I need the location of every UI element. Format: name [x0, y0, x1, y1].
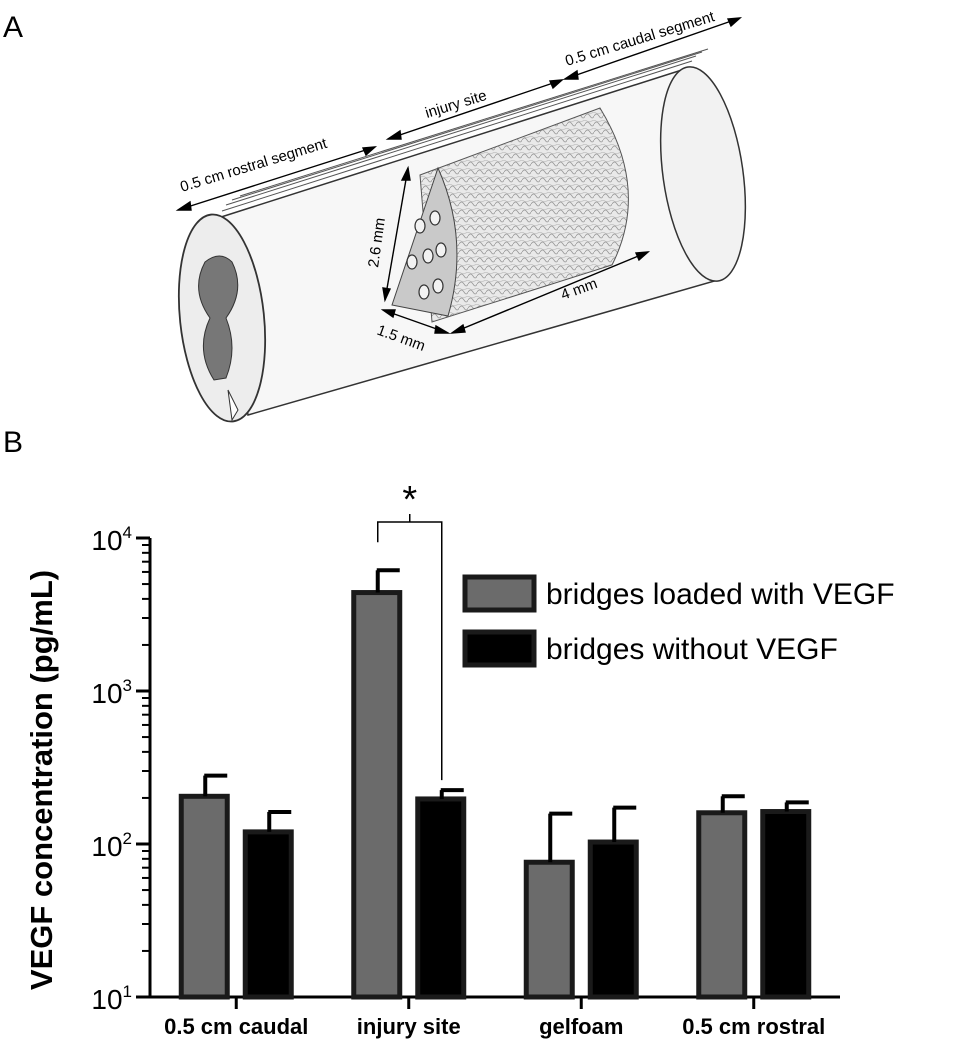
x-tick-label: 0.5 cm caudal [164, 1014, 308, 1039]
label-height: 2.6 mm [365, 217, 389, 269]
bridge-face [391, 166, 458, 317]
bar-without [242, 829, 294, 1000]
bar-loaded [523, 859, 575, 1000]
spinal-cord-diagram [177, 48, 747, 423]
dimension-arrows [175, 17, 743, 334]
label-caudal-segment: 0.5 cm caudal segment [563, 8, 717, 70]
y-tick-label: 104 [91, 523, 132, 556]
legend-label-loaded: bridges loaded with VEGF [546, 578, 895, 611]
legend-label-without: bridges without VEGF [546, 633, 838, 666]
panel-a-letter: A [3, 11, 23, 44]
legend-swatch-loaded [462, 574, 537, 613]
y-tick-label: 102 [91, 829, 132, 862]
y-axis-title: VEGF concentration (pg/mL) [24, 570, 59, 990]
caudal-end-cap [659, 66, 747, 282]
bar-loaded [178, 793, 230, 1000]
x-tick-label: gelfoam [539, 1014, 623, 1039]
legend-swatch-without [462, 629, 537, 668]
x-tick-label: injury site [357, 1014, 461, 1039]
significance-star: * [402, 479, 417, 521]
bar-without [415, 796, 467, 1000]
bar-without [760, 809, 812, 1000]
y-axis-ticks: 101 102 103 104 [91, 523, 150, 1015]
bar-without [587, 839, 639, 1000]
panel-b-letter: B [3, 426, 23, 459]
x-tick-label: 0.5 cm rostral [682, 1014, 825, 1039]
bridge-scaffold [419, 107, 629, 323]
y-tick-label: 103 [91, 676, 132, 709]
x-axis-ticks: 0.5 cm caudal injury site gelfoam 0.5 cm ro… [164, 997, 825, 1039]
bars [178, 568, 812, 1000]
legend: bridges loaded with VEGF bridges without… [462, 574, 895, 668]
y-tick-label: 101 [91, 982, 132, 1015]
bar-chart: 101 102 103 104 0.5 cm caudal injury site gel… [91, 479, 840, 1039]
panel-b: B VEGF concentration (pg/mL) 10110210310… [3, 426, 895, 1039]
bridge-channels [406, 210, 447, 300]
gray-matter [198, 255, 239, 381]
label-rostral-segment: 0.5 cm rostral segment [178, 135, 330, 196]
significance-bracket: * [377, 479, 443, 781]
bar-loaded [351, 590, 403, 1000]
bar-loaded [696, 810, 748, 1000]
panel-a: A [3, 8, 747, 423]
